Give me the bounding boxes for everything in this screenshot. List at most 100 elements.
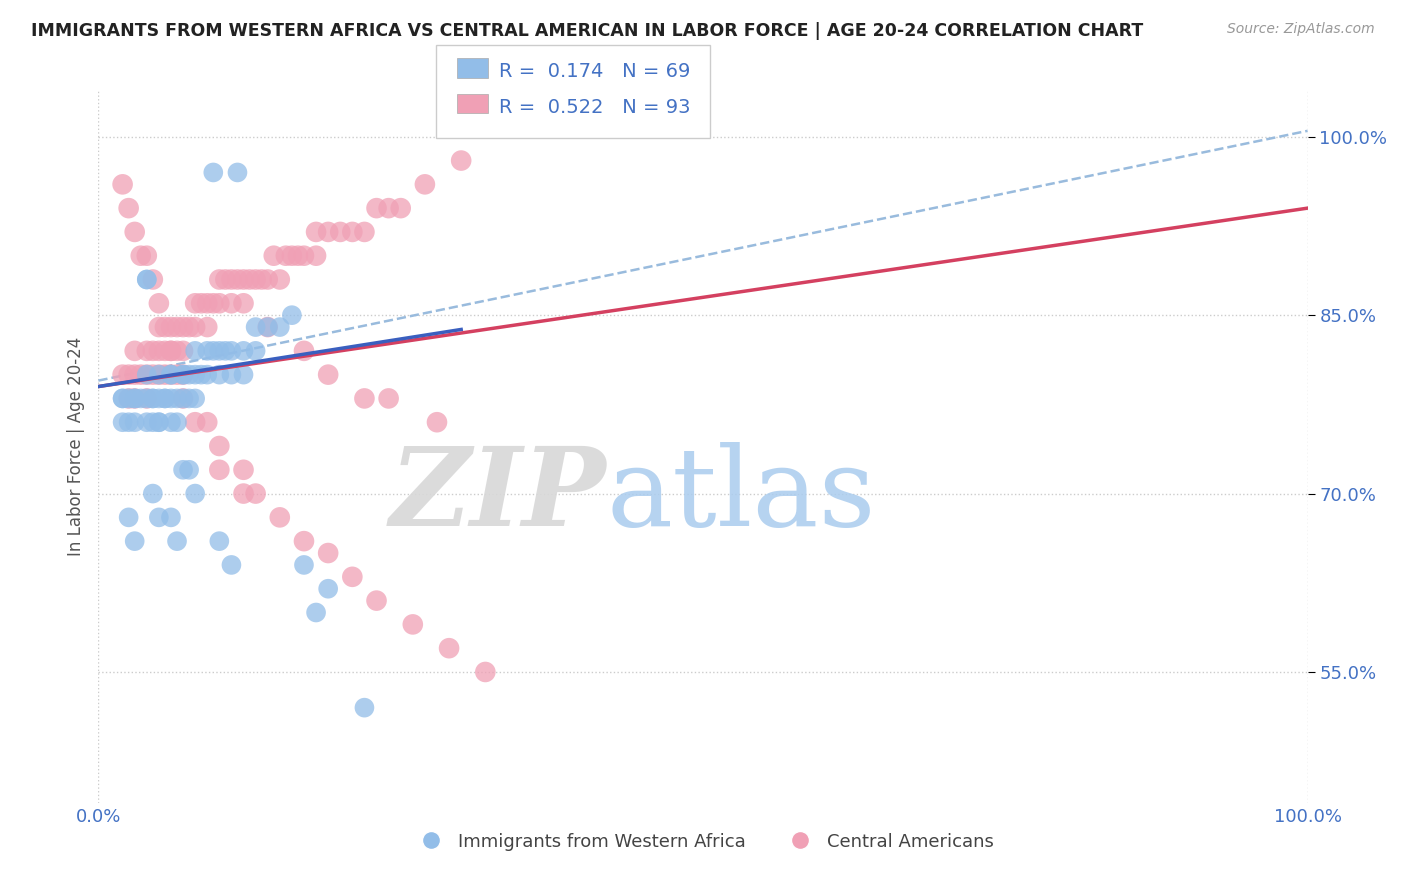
Point	[195, 343, 218, 358]
Point	[148, 296, 170, 310]
Point	[142, 415, 165, 429]
Point	[402, 617, 425, 632]
Point	[316, 546, 339, 560]
Point	[148, 510, 170, 524]
Point	[256, 272, 278, 286]
Point	[221, 343, 243, 358]
Point	[214, 343, 236, 358]
Point	[142, 343, 165, 358]
Point	[179, 320, 201, 334]
Point	[450, 153, 472, 168]
Point	[208, 296, 231, 310]
Point	[269, 272, 291, 286]
Text: R =  0.174   N = 69: R = 0.174 N = 69	[499, 62, 690, 80]
Point	[208, 534, 231, 549]
Point	[124, 368, 146, 382]
Point	[366, 201, 388, 215]
Point	[111, 392, 134, 406]
Point	[232, 486, 254, 500]
Point	[195, 320, 218, 334]
Point	[274, 249, 297, 263]
Point	[292, 249, 315, 263]
Text: ZIP: ZIP	[389, 442, 606, 549]
Point	[202, 296, 225, 310]
Point	[111, 368, 134, 382]
Point	[316, 582, 339, 596]
Point	[124, 343, 146, 358]
Point	[232, 368, 254, 382]
Point	[142, 392, 165, 406]
Point	[172, 463, 194, 477]
Point	[232, 272, 254, 286]
Point	[172, 320, 194, 334]
Point	[305, 225, 328, 239]
Point	[166, 534, 188, 549]
Point	[245, 320, 267, 334]
Point	[292, 558, 315, 572]
Point	[221, 296, 243, 310]
Point	[135, 392, 157, 406]
Point	[160, 343, 183, 358]
Point	[135, 368, 157, 382]
Point	[160, 343, 183, 358]
Point	[184, 296, 207, 310]
Point	[135, 415, 157, 429]
Point	[166, 415, 188, 429]
Point	[377, 201, 399, 215]
Point	[305, 249, 328, 263]
Point	[226, 165, 249, 179]
Point	[232, 463, 254, 477]
Point	[160, 368, 183, 382]
Point	[342, 570, 364, 584]
Point	[118, 392, 141, 406]
Point	[124, 534, 146, 549]
Point	[166, 343, 188, 358]
Point	[184, 486, 207, 500]
Point	[269, 510, 291, 524]
Point	[190, 296, 212, 310]
Point	[124, 392, 146, 406]
Point	[208, 439, 231, 453]
Point	[124, 392, 146, 406]
Point	[172, 368, 194, 382]
Point	[135, 272, 157, 286]
Point	[474, 665, 496, 679]
Text: atlas: atlas	[606, 442, 876, 549]
Point	[305, 606, 328, 620]
Point	[232, 343, 254, 358]
Point	[353, 700, 375, 714]
Text: Source: ZipAtlas.com: Source: ZipAtlas.com	[1227, 22, 1375, 37]
Point	[111, 415, 134, 429]
Point	[135, 368, 157, 382]
Point	[256, 320, 278, 334]
Point	[190, 368, 212, 382]
Point	[172, 392, 194, 406]
Point	[184, 392, 207, 406]
Point	[160, 368, 183, 382]
Point	[281, 308, 304, 322]
Point	[281, 249, 304, 263]
Point	[160, 392, 183, 406]
Point	[148, 368, 170, 382]
Point	[135, 392, 157, 406]
Point	[166, 320, 188, 334]
Point	[160, 368, 183, 382]
Point	[316, 225, 339, 239]
Point	[208, 368, 231, 382]
Point	[148, 415, 170, 429]
Point	[172, 368, 194, 382]
Point	[195, 368, 218, 382]
Point	[172, 392, 194, 406]
Point	[208, 463, 231, 477]
Point	[153, 392, 176, 406]
Point	[316, 368, 339, 382]
Point	[208, 343, 231, 358]
Point	[292, 343, 315, 358]
Point	[142, 392, 165, 406]
Point	[269, 320, 291, 334]
Point	[148, 392, 170, 406]
Point	[179, 392, 201, 406]
Point	[226, 272, 249, 286]
Point	[245, 272, 267, 286]
Point	[111, 392, 134, 406]
